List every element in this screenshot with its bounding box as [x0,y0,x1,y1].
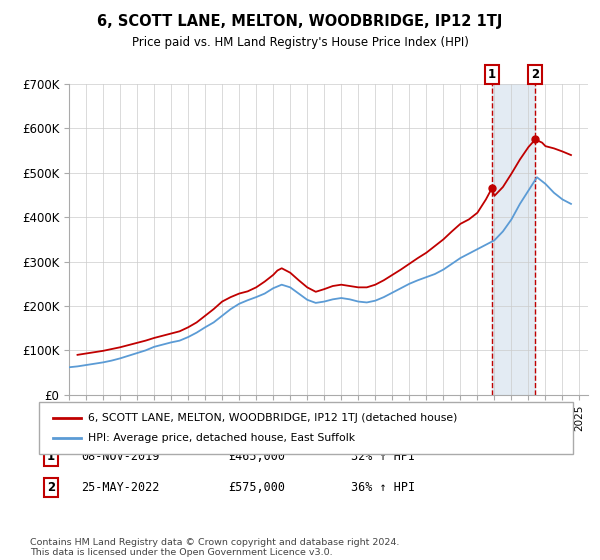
Text: 32% ↑ HPI: 32% ↑ HPI [351,450,415,463]
Text: £465,000: £465,000 [228,450,285,463]
Text: 1: 1 [47,450,55,463]
Text: 2: 2 [531,68,539,81]
Text: £575,000: £575,000 [228,480,285,494]
Text: 08-NOV-2019: 08-NOV-2019 [81,450,160,463]
Text: Contains HM Land Registry data © Crown copyright and database right 2024.
This d: Contains HM Land Registry data © Crown c… [30,538,400,557]
Text: 2: 2 [47,480,55,494]
Text: HPI: Average price, detached house, East Suffolk: HPI: Average price, detached house, East… [88,433,355,443]
Text: 25-MAY-2022: 25-MAY-2022 [81,480,160,494]
Text: Price paid vs. HM Land Registry's House Price Index (HPI): Price paid vs. HM Land Registry's House … [131,36,469,49]
Text: 6, SCOTT LANE, MELTON, WOODBRIDGE, IP12 1TJ (detached house): 6, SCOTT LANE, MELTON, WOODBRIDGE, IP12 … [88,413,458,423]
Text: 36% ↑ HPI: 36% ↑ HPI [351,480,415,494]
Bar [492,84,535,395]
Text: 1: 1 [488,68,496,81]
Text: 6, SCOTT LANE, MELTON, WOODBRIDGE, IP12 1TJ: 6, SCOTT LANE, MELTON, WOODBRIDGE, IP12 … [97,14,503,29]
